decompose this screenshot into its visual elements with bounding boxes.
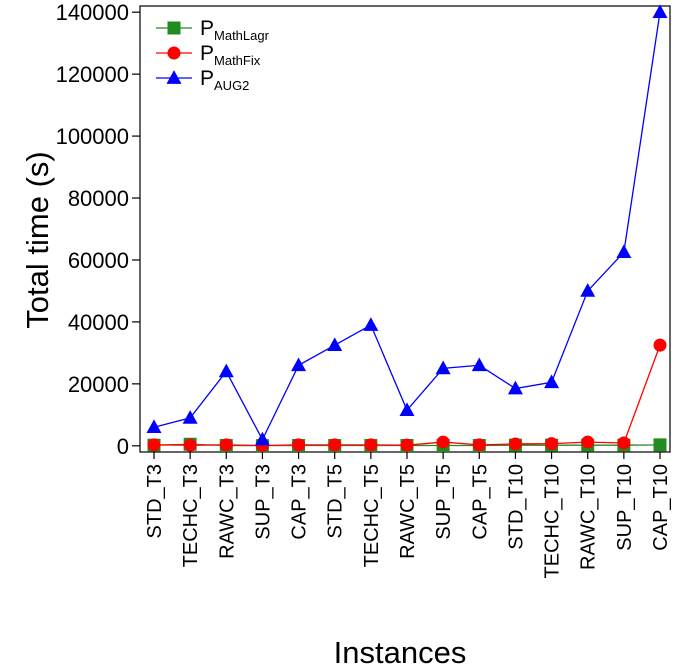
data-point xyxy=(292,438,306,452)
data-point xyxy=(544,374,560,389)
y-tick-label: 20000 xyxy=(68,372,129,397)
plot-area xyxy=(139,4,671,453)
y-tick-label: 140000 xyxy=(56,0,129,25)
data-point xyxy=(508,437,522,451)
legend-entry: PMathLagr xyxy=(156,17,270,43)
data-point xyxy=(400,438,414,452)
series-aug2 xyxy=(146,4,668,446)
data-point xyxy=(167,21,181,35)
x-tick-label: RAWC_T5 xyxy=(397,464,419,559)
data-point xyxy=(327,337,343,351)
x-tick-label: CAP_T5 xyxy=(469,464,491,540)
data-point xyxy=(472,438,486,452)
data-point xyxy=(435,360,451,375)
series-mathfix xyxy=(147,338,667,452)
series-line xyxy=(153,344,661,447)
y-tick-label: 100000 xyxy=(56,124,129,149)
x-axis-label: Instances xyxy=(334,635,467,670)
legend-label: PMathFix xyxy=(200,42,261,68)
data-point xyxy=(364,438,378,452)
x-axis: STD_T3 TECHC_T3 RAWC_T3 SUP_T3 CAP_T3 STD_T5 T… xyxy=(144,452,672,578)
x-tick-label: RAWC_T3 xyxy=(216,464,238,559)
data-point xyxy=(167,46,181,60)
data-point xyxy=(545,437,559,451)
x-tick-label: STD_T5 xyxy=(325,464,347,538)
y-tick-label: 0 xyxy=(117,434,129,459)
legend-label: PAUG2 xyxy=(200,67,249,93)
data-point xyxy=(183,438,197,452)
data-point xyxy=(363,317,379,331)
data-point xyxy=(471,357,487,372)
data-point xyxy=(653,338,667,352)
data-point xyxy=(219,438,233,452)
data-point xyxy=(291,357,307,372)
data-point xyxy=(652,4,668,19)
data-point xyxy=(254,431,270,446)
data-point xyxy=(580,283,596,297)
y-tick-label: 40000 xyxy=(68,310,129,335)
y-tick-label: 80000 xyxy=(68,186,129,211)
legend-label: PMathLagr xyxy=(200,17,270,43)
x-tick-label: TECHC_T5 xyxy=(361,464,383,567)
data-point xyxy=(328,438,342,452)
x-tick-label: STD_T10 xyxy=(505,464,527,550)
data-point xyxy=(507,380,523,395)
x-tick-label: STD_T3 xyxy=(144,464,166,538)
data-point xyxy=(182,410,198,424)
x-tick-label: TECHC_T3 xyxy=(180,464,202,567)
y-tick-label: 120000 xyxy=(56,62,129,87)
x-tick-label: RAWC_T10 xyxy=(578,464,600,570)
data-point xyxy=(146,419,162,434)
x-tick-label: TECHC_T10 xyxy=(542,464,564,578)
y-axis: 0 20000 40000 60000 80000 100000 120000 140000 xyxy=(56,0,140,459)
x-tick-label: SUP_T3 xyxy=(252,464,274,540)
data-point xyxy=(653,438,667,452)
data-point xyxy=(399,402,415,417)
legend-entry: PMathFix xyxy=(156,42,261,68)
y-axis-label: Total time (s) xyxy=(20,151,55,328)
legend-entry: PAUG2 xyxy=(156,67,249,93)
data-point xyxy=(617,436,631,450)
x-tick-label: SUP_T10 xyxy=(614,464,636,551)
x-tick-label: CAP_T3 xyxy=(289,464,311,540)
plot-frame xyxy=(139,5,671,453)
data-point xyxy=(436,435,450,449)
data-point xyxy=(218,363,234,378)
y-tick-label: 60000 xyxy=(68,248,129,273)
data-point xyxy=(166,70,182,84)
x-tick-label: SUP_T5 xyxy=(433,464,455,540)
x-tick-label: CAP_T10 xyxy=(650,464,672,551)
data-point xyxy=(581,435,595,449)
data-point xyxy=(616,244,632,259)
data-point xyxy=(147,438,161,452)
